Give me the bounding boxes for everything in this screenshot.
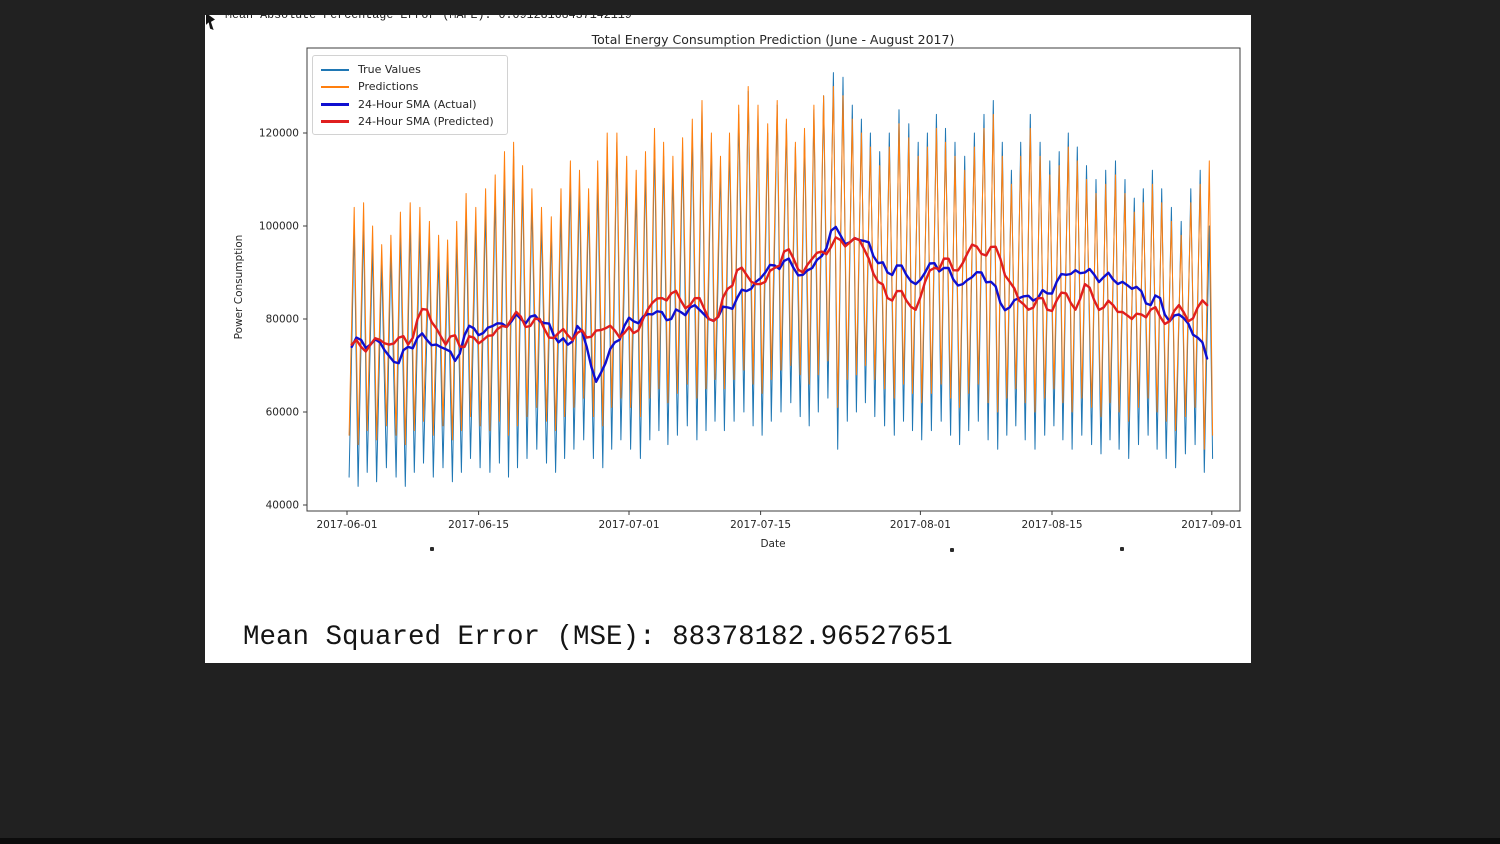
legend-label: True Values <box>358 63 421 76</box>
notebook-output-panel: Mean Absolute Percentage Error (MAPE): 0… <box>205 15 1251 663</box>
series-predictions-line <box>348 86 1214 450</box>
chart-title: Total Energy Consumption Prediction (Jun… <box>591 32 955 47</box>
series-24-hour-sma-actual-line <box>350 225 1209 383</box>
x-tick-label: 2017-06-15 <box>448 519 509 531</box>
plot-area: 40000 60000 80000 100000 120000 2017-06-01 201… <box>259 47 1242 531</box>
legend-label: 24-Hour SMA (Actual) <box>358 97 477 111</box>
render-artifact-dot <box>430 547 434 551</box>
legend-label: 24-Hour SMA (Predicted) <box>358 114 494 128</box>
render-artifact-dot <box>950 548 954 552</box>
y-tick-label: 40000 <box>266 500 299 512</box>
x-tick-label: 2017-06-01 <box>316 519 377 531</box>
render-artifact-dot <box>1120 547 1124 551</box>
chart-legend: True Values Predictions 24-Hour SMA (Act… <box>312 55 508 135</box>
legend-item-predictions: Predictions <box>321 78 499 95</box>
y-tick-label: 120000 <box>259 128 299 140</box>
x-tick-label: 2017-08-15 <box>1021 519 1082 531</box>
x-tick-label: 2017-07-01 <box>598 519 659 531</box>
bottom-screen-strip <box>0 838 1500 844</box>
legend-line-sample <box>321 119 349 123</box>
x-tick-label: 2017-08-01 <box>890 519 951 531</box>
x-tick-label: 2017-07-15 <box>730 519 791 531</box>
y-axis-label: Power Consumption <box>233 235 245 340</box>
x-tick-label: 2017-09-01 <box>1181 519 1242 531</box>
y-tick-label: 100000 <box>259 221 299 233</box>
x-axis-label: Date <box>760 538 785 550</box>
y-tick-label: 60000 <box>266 407 299 419</box>
error-metrics-output: Mean Squared Error (MSE): 88378182.96527… <box>243 553 1200 663</box>
legend-label: Predictions <box>358 80 419 94</box>
clipped-output-line: Mean Absolute Percentage Error (MAPE): 0… <box>225 15 632 22</box>
axes-frame <box>306 47 1241 512</box>
cursor-artifact-icon <box>206 15 215 30</box>
legend-line-sample <box>321 85 349 88</box>
legend-item-sma-actual: 24-Hour SMA (Actual) <box>321 96 499 113</box>
mse-line: Mean Squared Error (MSE): 88378182.96527… <box>243 622 953 653</box>
legend-line-sample <box>321 102 349 106</box>
series-24-hour-sma-predicted-line <box>350 236 1209 353</box>
legend-item-sma-predicted: 24-Hour SMA (Predicted) <box>321 113 499 130</box>
y-tick-label: 80000 <box>266 314 299 326</box>
energy-chart: Total Energy Consumption Prediction (Jun… <box>233 32 1242 550</box>
legend-item-true-values: True Values <box>321 61 499 78</box>
legend-line-sample <box>321 68 349 71</box>
